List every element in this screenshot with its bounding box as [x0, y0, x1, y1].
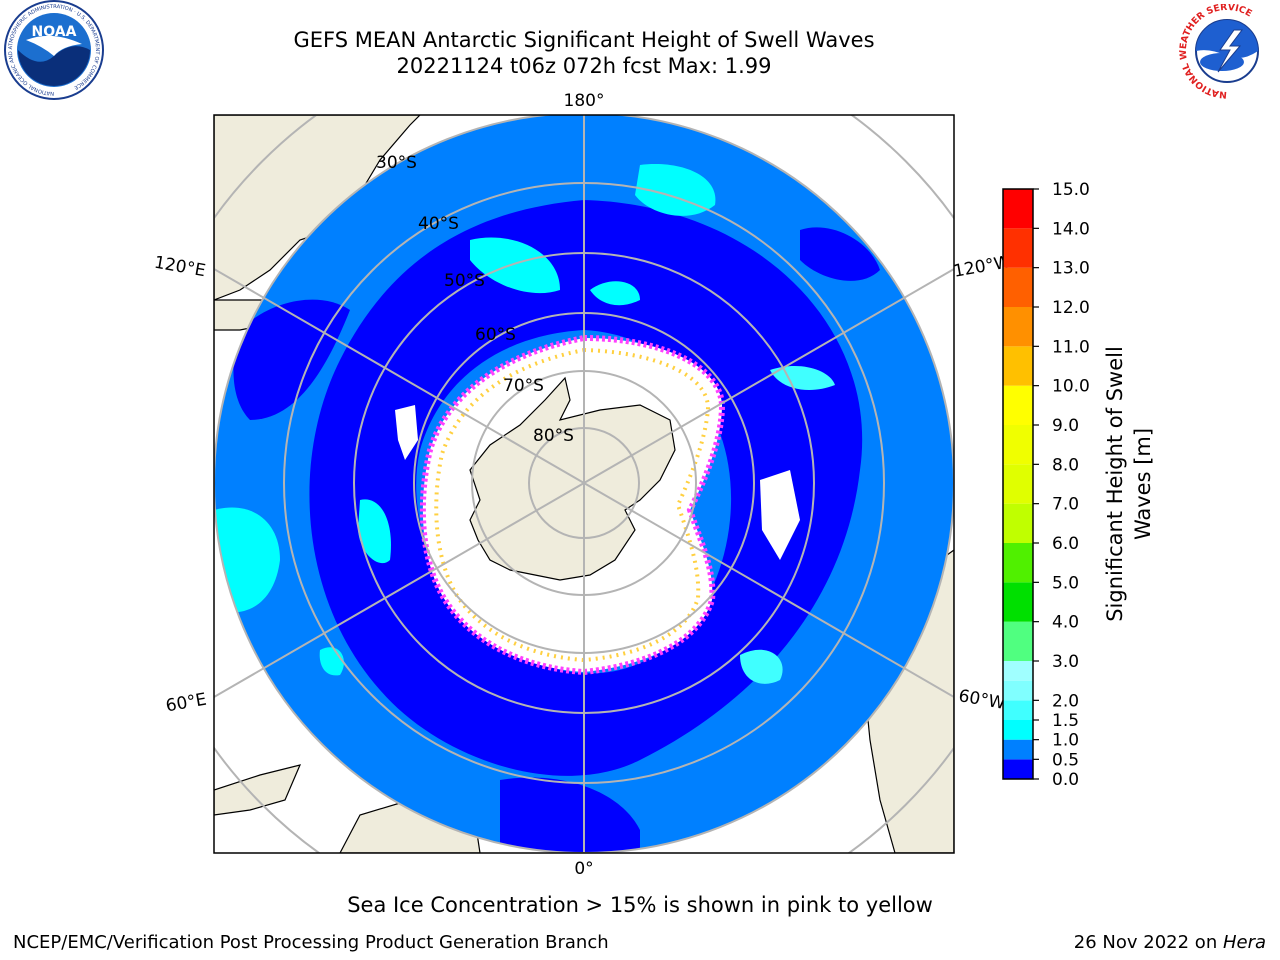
latitude-label-70s: 70°S: [503, 376, 544, 396]
colorbar-bin-2: [1003, 720, 1033, 740]
noaa-logo: NOAA NATIONAL OCEANIC AND ATMOSPHERIC AD…: [4, 0, 104, 100]
colorbar-tick-label-15: 13.0: [1052, 259, 1090, 279]
latitude-label-60s: 60°S: [475, 325, 516, 345]
noaa-logo-text: NOAA: [32, 24, 77, 40]
colorbar-tick-label-11: 9.0: [1052, 416, 1079, 436]
chart-title-line1: GEFS MEAN Antarctic Significant Height o…: [293, 28, 875, 52]
colorbar-bin-1: [1003, 739, 1033, 760]
colorbar-tick-label-8: 6.0: [1052, 534, 1079, 554]
map-frame: [213, 114, 955, 854]
sea-ice-caption: Sea Ice Concentration > 15% is shown in …: [347, 893, 933, 917]
latitude-label-40s: 40°S: [418, 214, 459, 234]
colorbar-bin-5: [1003, 661, 1033, 681]
colorbar-tick-label-14: 12.0: [1052, 298, 1090, 318]
meridian-label-60w: 60°W: [957, 686, 1007, 714]
meridian-label-180: 180°: [564, 91, 605, 111]
colorbar-tick-label-9: 7.0: [1052, 495, 1079, 515]
colorbar-tick-label-16: 14.0: [1052, 219, 1090, 239]
colorbar-bin-9: [1003, 503, 1033, 543]
colorbar-bin-15: [1003, 267, 1033, 307]
colorbar-tick-label-7: 5.0: [1052, 573, 1079, 593]
colorbar-tick-label-10: 8.0: [1052, 455, 1079, 475]
colorbar-tick-label-3: 1.5: [1052, 711, 1079, 731]
graticule: [214, 115, 954, 853]
colorbar-tick-label-0: 0.0: [1052, 770, 1079, 790]
footer-date-text: 26 Nov 2022 on: [1073, 932, 1223, 953]
latitude-label-80s: 80°S: [533, 426, 574, 446]
colorbar-bin-12: [1003, 385, 1033, 425]
colorbar-label-line1: Significant Height of Swell: [1103, 346, 1127, 622]
colorbar-tick-label-12: 10.0: [1052, 377, 1090, 397]
colorbar-bin-4: [1003, 680, 1033, 701]
colorbar-tick-label-4: 2.0: [1052, 691, 1079, 711]
colorbar-bin-10: [1003, 464, 1033, 504]
colorbar-bin-0: [1003, 759, 1033, 779]
colorbar-tick-label-17: 15.0: [1052, 180, 1090, 200]
footer-branch: NCEP/EMC/Verification Post Processing Pr…: [13, 932, 609, 953]
latitude-label-50s: 50°S: [444, 271, 485, 291]
chart-title-line2: 20221124 t06z 072h fcst Max: 1.99: [396, 54, 772, 78]
colorbar-bin-7: [1003, 582, 1033, 622]
footer-host: Hera: [1222, 932, 1266, 953]
nws-logo: NATIONAL WEATHER SERVICE: [1178, 4, 1273, 100]
colorbar-bin-17: [1003, 189, 1033, 229]
colorbar-tick-label-5: 3.0: [1052, 652, 1079, 672]
colorbar-bin-16: [1003, 228, 1033, 268]
colorbar: 0.00.51.01.52.0 3.0 4.0 5.0 6.0 7.0 8.0 9.0 10.0…: [1002, 180, 1155, 790]
meridian-label-120e: 120°E: [153, 253, 207, 282]
colorbar-tick-label-6: 4.0: [1052, 613, 1079, 633]
colorbar-bin-14: [1003, 307, 1033, 347]
meridian-label-60e: 60°E: [164, 690, 208, 717]
colorbar-tick-label-2: 1.0: [1052, 731, 1079, 751]
colorbar-label-line2: Waves [m]: [1131, 428, 1155, 540]
colorbar-bin-8: [1003, 543, 1033, 583]
colorbar-bin-11: [1003, 425, 1033, 465]
colorbar-bin-6: [1003, 621, 1033, 661]
footer-date: 26 Nov 2022 on Hera: [1074, 932, 1266, 954]
colorbar-bin-13: [1003, 346, 1033, 386]
latitude-label-30s: 30°S: [376, 153, 417, 173]
colorbar-bin-3: [1003, 700, 1033, 720]
meridian-label-0: 0°: [574, 859, 593, 879]
colorbar-tick-label-13: 11.0: [1052, 337, 1090, 357]
colorbar-frame: [1002, 188, 1034, 780]
colorbar-tick-label-1: 0.5: [1052, 750, 1079, 770]
